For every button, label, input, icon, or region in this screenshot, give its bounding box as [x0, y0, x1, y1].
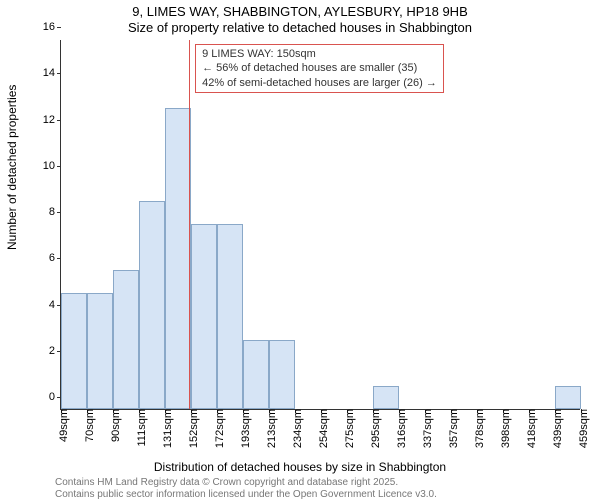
x-tick: 459sqm — [572, 409, 590, 448]
histogram-bar — [87, 293, 113, 409]
annotation-box: 9 LIMES WAY: 150sqm← 56% of detached hou… — [195, 44, 444, 93]
y-tick: 12 — [31, 114, 61, 126]
x-tick: 316sqm — [390, 409, 408, 448]
histogram-bar — [373, 386, 399, 409]
annotation-line3: 42% of semi-detached houses are larger (… — [202, 76, 437, 90]
chart-title-line1: 9, LIMES WAY, SHABBINGTON, AYLESBURY, HP… — [0, 4, 600, 19]
histogram-bar — [191, 224, 217, 409]
histogram-bar — [165, 108, 191, 409]
x-tick: 398sqm — [494, 409, 512, 448]
footnote-1: Contains HM Land Registry data © Crown c… — [55, 477, 398, 488]
x-tick: 418sqm — [520, 409, 538, 448]
x-tick: 357sqm — [442, 409, 460, 448]
y-tick: 0 — [31, 391, 61, 403]
x-tick: 152sqm — [182, 409, 200, 448]
x-tick: 275sqm — [338, 409, 356, 448]
x-tick: 193sqm — [234, 409, 252, 448]
y-axis-label: Number of detached properties — [5, 85, 19, 250]
annotation-line1: 9 LIMES WAY: 150sqm — [202, 47, 437, 61]
x-tick: 234sqm — [286, 409, 304, 448]
x-tick: 254sqm — [312, 409, 330, 448]
y-tick: 8 — [31, 206, 61, 218]
chart-title-line2: Size of property relative to detached ho… — [0, 20, 600, 35]
histogram-bar — [217, 224, 243, 409]
x-tick: 213sqm — [260, 409, 278, 448]
histogram-bar — [139, 201, 165, 409]
histogram-bar — [61, 293, 87, 409]
histogram-bar — [113, 270, 139, 409]
marker-line — [189, 40, 190, 409]
annotation-line2: ← 56% of detached houses are smaller (35… — [202, 61, 437, 75]
histogram-chart: 9, LIMES WAY, SHABBINGTON, AYLESBURY, HP… — [0, 0, 600, 500]
y-tick: 16 — [31, 21, 61, 33]
x-tick: 439sqm — [546, 409, 564, 448]
y-tick: 2 — [31, 345, 61, 357]
y-tick: 4 — [31, 299, 61, 311]
x-tick: 111sqm — [130, 409, 148, 447]
y-tick: 14 — [31, 67, 61, 79]
footnote-2: Contains public sector information licen… — [55, 489, 437, 500]
x-tick: 295sqm — [364, 409, 382, 448]
histogram-bar — [269, 340, 295, 409]
y-tick: 6 — [31, 252, 61, 264]
x-tick: 172sqm — [208, 409, 226, 448]
histogram-bar — [243, 340, 269, 409]
x-tick: 90sqm — [104, 409, 122, 442]
x-tick: 70sqm — [78, 409, 96, 442]
x-tick: 378sqm — [468, 409, 486, 448]
x-tick: 49sqm — [52, 409, 70, 442]
histogram-bar — [555, 386, 581, 409]
x-tick: 337sqm — [416, 409, 434, 448]
x-axis-label: Distribution of detached houses by size … — [0, 460, 600, 474]
x-tick: 131sqm — [156, 409, 174, 448]
y-tick: 10 — [31, 160, 61, 172]
plot-area: 024681012141649sqm70sqm90sqm111sqm131sqm… — [60, 40, 580, 410]
